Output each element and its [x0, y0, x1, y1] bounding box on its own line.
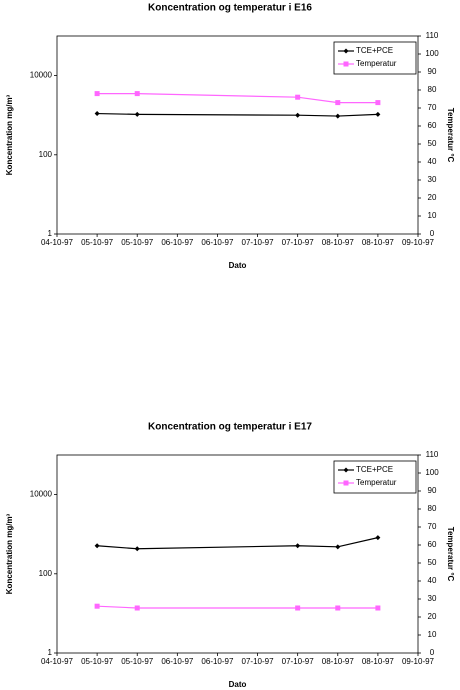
y2-tick-label: 30	[428, 175, 437, 184]
y-tick-label: 10000	[30, 71, 53, 80]
marker	[94, 543, 100, 549]
x-tick-label: 07-10-97	[242, 238, 275, 247]
x-tick-label: 05-10-97	[81, 657, 114, 666]
marker	[375, 535, 381, 541]
legend-box	[333, 41, 417, 75]
y2-tick-label: 60	[428, 540, 437, 549]
y2-tick-label: 60	[428, 121, 437, 130]
chart: Koncentration og temperatur i E17 04-10-9…	[5, 422, 455, 689]
y2-tick-label: 30	[428, 594, 437, 603]
marker	[94, 111, 100, 117]
x-tick-label: 09-10-97	[402, 657, 435, 666]
y-tick-label: 1	[48, 648, 53, 657]
plot-area	[56, 454, 419, 654]
marker	[335, 113, 341, 119]
chart-title: Koncentration og temperatur i E16	[148, 3, 312, 14]
marker	[335, 605, 341, 611]
y2-tick-label: 50	[428, 558, 437, 567]
marker	[295, 605, 301, 611]
marker	[134, 111, 140, 117]
marker	[375, 100, 381, 106]
chart: Koncentration og temperatur i E16 04-10-9…	[5, 3, 455, 270]
y2-tick-label: 20	[428, 193, 437, 202]
y-tick-label: 100	[39, 569, 53, 578]
x-tick-label: 06-10-97	[201, 238, 234, 247]
y2-tick-label: 100	[425, 49, 439, 58]
x-tick-label: 05-10-97	[81, 238, 114, 247]
marker	[295, 94, 301, 100]
y2-tick-label: 110	[426, 31, 439, 40]
x-tick-label: 09-10-97	[402, 238, 435, 247]
marker	[134, 546, 140, 552]
y-tick-label: 100	[39, 150, 53, 159]
y2-tick-label: 0	[430, 229, 435, 238]
legend-box	[333, 460, 417, 494]
marker	[335, 100, 341, 106]
y2-tick-label: 90	[428, 486, 437, 495]
y2-tick-label: 80	[428, 504, 437, 513]
y2-tick-label: 70	[428, 522, 437, 531]
plot-area	[56, 35, 419, 235]
x-tick-label: 08-10-97	[322, 657, 355, 666]
y2-tick-label: 50	[428, 139, 437, 148]
y2-axis-title: Temperatur °C	[446, 108, 455, 163]
x-tick-label: 06-10-97	[161, 657, 194, 666]
x-tick-label: 04-10-97	[41, 238, 74, 247]
y2-tick-label: 0	[430, 648, 435, 657]
x-tick-label: 08-10-97	[362, 238, 395, 247]
marker	[94, 91, 100, 97]
x-tick-label: 06-10-97	[161, 238, 194, 247]
x-axis-title: Dato	[229, 261, 247, 270]
y2-tick-label: 70	[428, 103, 437, 112]
legend-label: Temperatur	[356, 478, 397, 487]
x-tick-label: 07-10-97	[282, 657, 315, 666]
legend-label: TCE+PCE	[356, 465, 393, 474]
marker	[343, 48, 349, 54]
x-tick-label: 07-10-97	[242, 657, 275, 666]
x-tick-label: 07-10-97	[282, 238, 315, 247]
y2-tick-label: 90	[428, 67, 437, 76]
y-axis-title: Koncentration mg/m³	[5, 513, 14, 594]
legend-label: TCE+PCE	[356, 46, 393, 55]
y2-tick-label: 40	[428, 576, 437, 585]
y2-tick-label: 80	[428, 85, 437, 94]
y2-tick-label: 40	[428, 157, 437, 166]
y2-tick-label: 110	[426, 450, 439, 459]
x-tick-label: 04-10-97	[41, 657, 74, 666]
x-tick-label: 08-10-97	[322, 238, 355, 247]
x-tick-label: 08-10-97	[362, 657, 395, 666]
y2-tick-label: 10	[428, 211, 437, 220]
marker	[335, 544, 341, 550]
x-tick-label: 05-10-97	[121, 238, 154, 247]
marker	[295, 543, 301, 549]
marker	[134, 605, 140, 611]
y-tick-label: 10000	[30, 490, 53, 499]
y2-tick-label: 100	[425, 468, 439, 477]
legend-label: Temperatur	[356, 59, 397, 68]
marker	[343, 480, 349, 486]
y-tick-label: 1	[48, 229, 53, 238]
marker	[295, 112, 301, 118]
marker	[343, 61, 349, 67]
y2-axis-title: Temperatur °C	[446, 527, 455, 582]
x-tick-label: 06-10-97	[201, 657, 234, 666]
y-axis-title: Koncentration mg/m³	[5, 94, 14, 175]
y2-tick-label: 20	[428, 612, 437, 621]
x-tick-label: 05-10-97	[121, 657, 154, 666]
x-axis-title: Dato	[229, 680, 247, 689]
marker	[94, 603, 100, 609]
marker	[375, 111, 381, 117]
marker	[134, 91, 140, 97]
chart-title: Koncentration og temperatur i E17	[148, 422, 312, 433]
y2-tick-label: 10	[428, 630, 437, 639]
marker	[375, 605, 381, 611]
marker	[343, 467, 349, 473]
